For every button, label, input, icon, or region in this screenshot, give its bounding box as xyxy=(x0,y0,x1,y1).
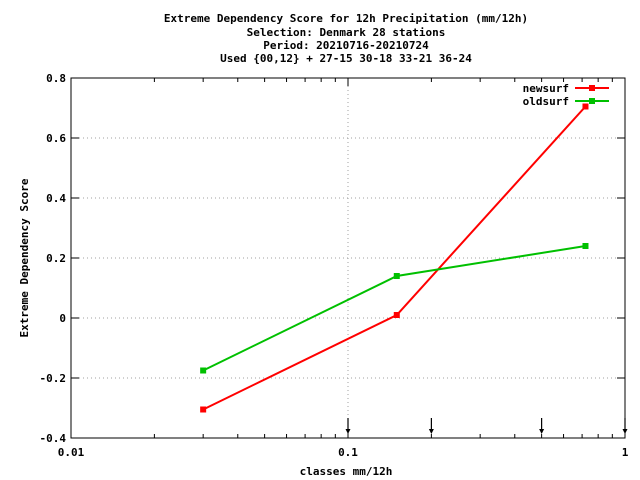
title-line-1: Extreme Dependency Score for 12h Precipi… xyxy=(164,12,528,25)
y-tick-label: 0.6 xyxy=(46,132,66,145)
threshold-markers xyxy=(345,418,628,434)
y-axis-label: Extreme Dependency Score xyxy=(18,178,31,337)
data-point-newsurf xyxy=(200,406,207,413)
data-series xyxy=(200,103,589,413)
axis-tick-labels: -0.4 -0.2 0 0.2 0.4 0.6 0.8 0.01 0.1 1 xyxy=(40,72,629,459)
legend-label-oldsurf: oldsurf xyxy=(523,95,569,108)
legend-marker-oldsurf xyxy=(589,98,595,104)
y-tick-label: 0 xyxy=(59,312,66,325)
legend-label-newsurf: newsurf xyxy=(523,82,569,95)
y-tick-label: 0.2 xyxy=(46,252,66,265)
threshold-marker-arrow xyxy=(539,429,545,434)
threshold-marker-arrow xyxy=(345,429,351,434)
x-tick-label: 0.01 xyxy=(58,446,85,459)
series-line-newsurf xyxy=(202,105,587,411)
x-tick-label: 0.1 xyxy=(338,446,358,459)
data-point-oldsurf xyxy=(393,273,400,279)
y-tick-label: 0.4 xyxy=(46,192,66,205)
data-point-oldsurf xyxy=(200,367,207,374)
data-point-oldsurf xyxy=(582,243,589,249)
title-line-4: Used {00,12} + 27-15 30-18 33-21 36-24 xyxy=(220,52,472,65)
series-line-oldsurf xyxy=(202,245,586,372)
x-axis-label: classes mm/12h xyxy=(300,465,393,478)
x-tick-label: 1 xyxy=(622,446,629,459)
legend-marker-newsurf xyxy=(589,85,595,91)
threshold-marker-arrow xyxy=(622,429,628,434)
title-line-2: Selection: Denmark 28 stations xyxy=(247,26,446,39)
chart-title: Extreme Dependency Score for 12h Precipi… xyxy=(164,12,528,65)
data-point-newsurf xyxy=(582,103,589,110)
data-point-newsurf xyxy=(393,312,400,318)
y-tick-label: 0.8 xyxy=(46,72,66,85)
threshold-marker-arrow xyxy=(428,429,434,434)
grid-lines xyxy=(71,78,625,438)
y-tick-label: -0.2 xyxy=(40,372,67,385)
y-tick-label: -0.4 xyxy=(40,432,67,445)
title-line-3: Period: 20210716-20210724 xyxy=(263,39,429,52)
